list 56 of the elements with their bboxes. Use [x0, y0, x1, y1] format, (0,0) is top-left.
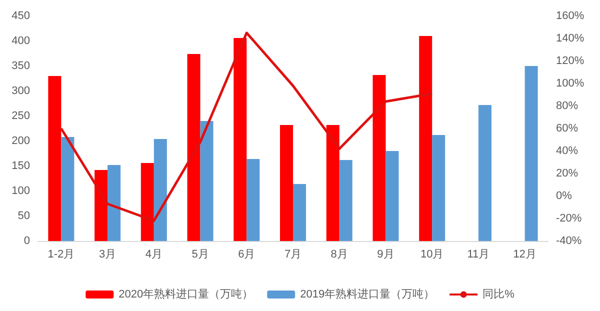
bar: [524, 66, 538, 241]
x-tick-label: 9月: [377, 248, 394, 260]
bar: [61, 137, 74, 241]
y-tick-label: 450: [12, 10, 30, 22]
legend-label: 2019年熟料进口量（万吨）: [300, 288, 435, 300]
y2-tick-label: 0%: [556, 190, 572, 202]
bar: [372, 75, 386, 241]
x-tick-label: 6月: [238, 248, 256, 260]
bar: [280, 125, 293, 241]
bar: [386, 151, 399, 241]
y-tick-label: 0: [24, 235, 30, 247]
bar: [48, 76, 62, 241]
line-series: [60, 32, 434, 222]
x-tick-label: 4月: [145, 248, 162, 260]
bar: [339, 160, 352, 241]
y-tick-label: 200: [12, 135, 30, 147]
bar: [154, 139, 167, 241]
legend-label: 同比%: [482, 288, 515, 300]
y2-tick-label: 40%: [556, 145, 578, 157]
bar: [432, 135, 446, 241]
x-tick-label: 11月: [467, 248, 490, 260]
bar: [326, 125, 340, 241]
y-tick-label: 250: [12, 110, 30, 122]
y2-tick-label: 60%: [556, 122, 578, 134]
x-tick-label: 7月: [284, 248, 302, 260]
bar: [234, 38, 247, 241]
legend-label: 2020年熟料进口量（万吨）: [118, 288, 254, 300]
y2-tick-label: 140%: [556, 32, 584, 44]
x-tick-label: 3月: [98, 248, 116, 260]
x-tick-label: 1-2月: [48, 248, 75, 260]
x-tick-label: 10月: [420, 248, 444, 260]
bar: [478, 105, 492, 241]
y2-tick-label: -20%: [556, 212, 582, 224]
y-tick-label: 400: [12, 35, 30, 47]
y-tick-label: 300: [12, 85, 30, 97]
bar: [108, 165, 121, 241]
x-tick-label: 12月: [513, 248, 536, 260]
bar: [200, 121, 214, 241]
x-tick-label: 8月: [330, 248, 348, 260]
bar: [187, 54, 200, 241]
y2-tick-label: -40%: [556, 235, 582, 247]
y-tick-label: 100: [12, 185, 30, 197]
y2-tick-label: 100%: [556, 78, 584, 90]
y-tick-label: 350: [12, 60, 30, 72]
y2-tick-label: 20%: [556, 168, 578, 180]
y-tick-label: 50: [18, 210, 30, 222]
bar: [419, 36, 432, 241]
y2-tick-label: 160%: [556, 10, 584, 22]
y-tick-label: 150: [12, 160, 30, 172]
bar: [246, 159, 260, 241]
bar: [293, 184, 306, 241]
y2-tick-label: 80%: [556, 100, 578, 112]
y2-tick-label: 120%: [556, 55, 584, 67]
bar: [94, 170, 108, 241]
bar: [140, 163, 154, 241]
x-tick-label: 5月: [192, 248, 209, 260]
